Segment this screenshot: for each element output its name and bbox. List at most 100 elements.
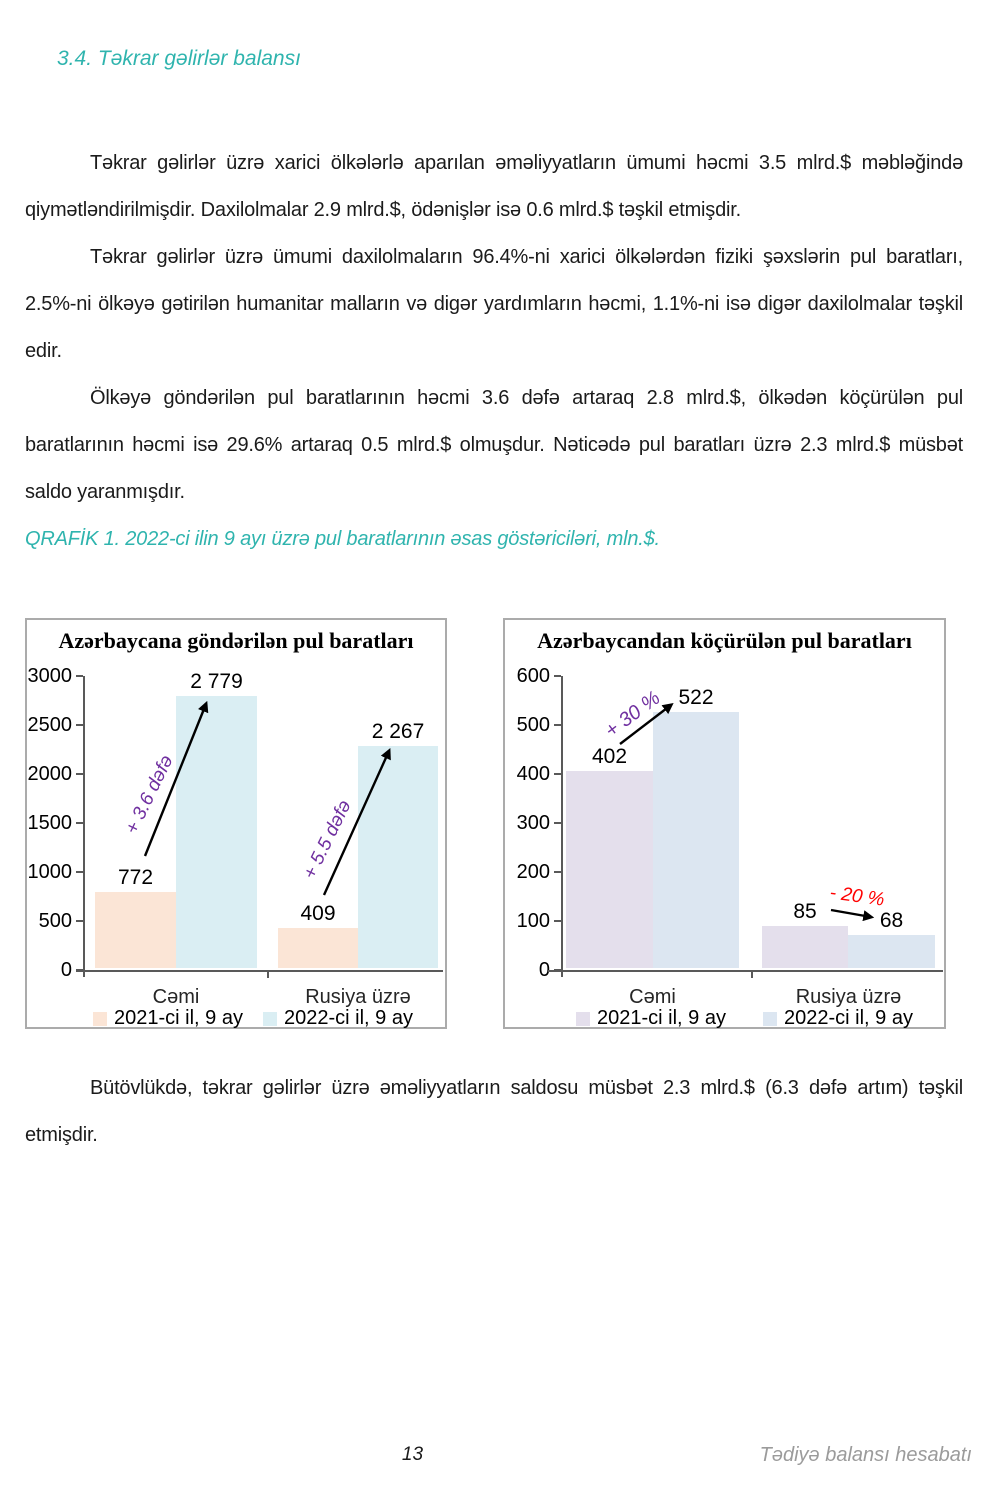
y-tick: 300: [505, 812, 561, 834]
chart-sent-to-azerbaijan: Azərbaycana göndərilən pul baratları 300…: [25, 618, 447, 1029]
closing-paragraph: Bütövlükdə, təkrar gəlirlər üzrə əməliyy…: [25, 1077, 963, 1146]
tick-dash: [76, 724, 83, 726]
chart-transferred-from-azerbaijan: Azərbaycandan köçürülən pul baratları 60…: [503, 618, 946, 1029]
bar-slot-2021-russia: 409: [278, 674, 358, 968]
y-tick: 1500: [27, 812, 83, 834]
y-axis-tick-labels: 600 500 400 300 200 100 0: [505, 665, 561, 981]
tick-dash: [554, 871, 561, 873]
tick-dash: [76, 920, 83, 922]
bar-value-label: 2 779: [190, 669, 243, 693]
tick-dash: [76, 822, 83, 824]
bar-value-label: 402: [591, 745, 628, 769]
y-tick-label: 400: [516, 762, 550, 785]
footer-report-title: Tədiyə balansı hesabatı: [759, 1444, 972, 1466]
category-label-total: Cəmi: [629, 986, 676, 1008]
closing-text: Bütövlükdə, təkrar gəlirlər üzrə əməliyy…: [25, 1065, 963, 1159]
bar-slot-2022-total: 2 779: [176, 670, 257, 968]
y-tick: 200: [505, 861, 561, 883]
y-tick-label: 0: [538, 958, 550, 981]
category-divider-tick: [751, 970, 753, 978]
figure-caption: QRAFİK 1. 2022-ci ilin 9 ayı üzrə pul ba…: [25, 528, 660, 550]
category-divider-tick: [267, 970, 269, 978]
y-tick-label: 1500: [27, 811, 73, 834]
bar-2022-russia: [358, 745, 438, 968]
legend-swatch-2021: [576, 1011, 590, 1026]
legend-label-2022: 2022-ci il, 9 ay: [284, 1007, 413, 1029]
bar-slot-2022-russia: 2 267: [358, 674, 438, 968]
section-heading: 3.4. Təkrar gəlirlər balansı: [57, 47, 301, 70]
y-tick-label: 500: [516, 713, 550, 736]
bar-2022-total: [653, 712, 739, 968]
legend-item-2022: 2022-ci il, 9 ay: [263, 1007, 413, 1030]
bar-value-label: 522: [678, 686, 714, 710]
footer-page-number: 13: [401, 1444, 424, 1465]
bar-slot-2022-russia: 68: [848, 674, 935, 968]
bar-value-label: 2 267: [371, 719, 425, 743]
y-tick: 1000: [27, 861, 83, 883]
y-tick-label: 2000: [27, 762, 73, 785]
x-axis: [548, 970, 943, 972]
y-axis-tick-labels: 3000 2500 2000 1500 1000 500 0: [27, 665, 83, 981]
bar-2021-total: [566, 771, 653, 968]
paragraph-2: Təkrar gəlirlər üzrə ümumi daxilolmaları…: [25, 246, 963, 362]
body-text: Təkrar gəlirlər üzrə xarici ölkələrlə ap…: [25, 140, 963, 563]
legend-swatch-2022: [763, 1011, 777, 1026]
legend-item-2021: 2021-ci il, 9 ay: [576, 1007, 726, 1030]
y-tick: 600: [505, 665, 561, 687]
bar-value-label: 409: [300, 901, 336, 925]
legend-item-2022: 2022-ci il, 9 ay: [763, 1007, 913, 1030]
y-axis: [83, 676, 85, 977]
tick-dash: [554, 822, 561, 824]
chart-title: Azərbaycana göndərilən pul baratları: [58, 628, 414, 653]
legend-label-2021: 2021-ci il, 9 ay: [114, 1007, 243, 1029]
legend-label-2022: 2022-ci il, 9 ay: [784, 1007, 913, 1029]
y-tick: 2500: [27, 714, 83, 736]
y-tick: 100: [505, 910, 561, 932]
y-tick: 0: [27, 959, 83, 981]
y-tick: 2000: [27, 763, 83, 785]
category-label-russia: Rusiya üzrə: [795, 986, 902, 1008]
y-tick-label: 300: [516, 811, 550, 834]
category-label-total: Cəmi: [152, 986, 200, 1008]
tick-dash: [554, 724, 561, 726]
bar-2022-total: [176, 695, 257, 968]
y-axis: [561, 676, 563, 977]
bar-value-label: 85: [793, 900, 817, 924]
y-tick-label: 1000: [27, 860, 73, 883]
bar-2022-russia: [848, 934, 935, 968]
paragraph-1: Təkrar gəlirlər üzrə xarici ölkələrlə ap…: [25, 152, 963, 221]
y-tick-label: 600: [516, 664, 550, 687]
bar-2021-russia: [278, 927, 358, 968]
tick-dash: [554, 920, 561, 922]
bar-2021-russia: [762, 926, 848, 968]
y-tick-label: 3000: [27, 664, 73, 687]
tick-dash: [554, 675, 561, 677]
y-tick: 3000: [27, 665, 83, 687]
y-tick: 400: [505, 763, 561, 785]
bar-slot-2021-total: 772: [95, 674, 176, 968]
chart-title: Azərbaycandan köçürülən pul baratları: [537, 628, 912, 653]
legend-item-2021: 2021-ci il, 9 ay: [93, 1007, 243, 1030]
tick-dash: [76, 871, 83, 873]
tick-dash: [76, 773, 83, 775]
y-tick-label: 0: [60, 958, 72, 981]
tick-dash: [76, 675, 83, 677]
y-tick: 500: [505, 714, 561, 736]
paragraph-3: Ölkəyə göndərilən pul baratlarının həcmi…: [25, 387, 963, 503]
category-label-russia: Rusiya üzrə: [305, 986, 411, 1008]
legend-label-2021: 2021-ci il, 9 ay: [597, 1007, 726, 1029]
bar-value-label: 68: [879, 908, 904, 932]
legend-swatch-2022: [263, 1011, 277, 1026]
bar-2021-total: [95, 892, 176, 968]
bar-slot-2022-total: 522: [653, 674, 739, 968]
bar-value-label: 772: [117, 866, 154, 890]
legend-swatch-2021: [93, 1011, 107, 1026]
y-tick-label: 500: [38, 909, 72, 932]
y-tick-label: 100: [516, 909, 550, 932]
bar-slot-2021-russia: 85: [762, 674, 848, 968]
y-tick-label: 2500: [27, 713, 73, 736]
x-axis: [76, 970, 443, 972]
y-tick-label: 200: [516, 860, 550, 883]
y-tick: 500: [27, 910, 83, 932]
